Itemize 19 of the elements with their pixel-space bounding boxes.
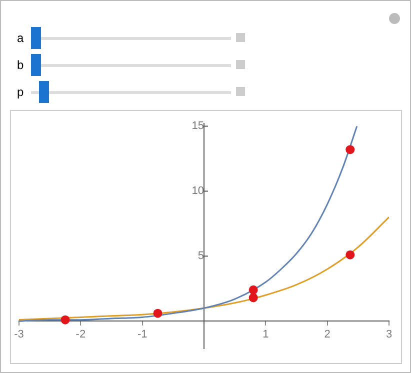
point	[60, 315, 70, 324]
point	[248, 285, 258, 294]
x-tick-label: 3	[386, 328, 392, 341]
y-tick-label: 10	[192, 185, 204, 198]
text: p	[17, 85, 24, 99]
text: b	[17, 58, 24, 72]
x-tick-label: -3	[14, 328, 24, 341]
line-series	[19, 216, 389, 321]
y-tick-label: 15	[192, 120, 204, 132]
point	[248, 293, 258, 302]
x-tick-label: -2	[76, 328, 86, 341]
y-tick-label: 5	[198, 250, 204, 262]
x-tick-label: 2	[324, 328, 330, 341]
point	[153, 308, 162, 318]
point	[346, 145, 355, 154]
point	[346, 250, 355, 260]
text: a	[17, 31, 24, 45]
x-tick-label: 1	[262, 328, 269, 341]
x-tick-label: -1	[137, 328, 148, 341]
